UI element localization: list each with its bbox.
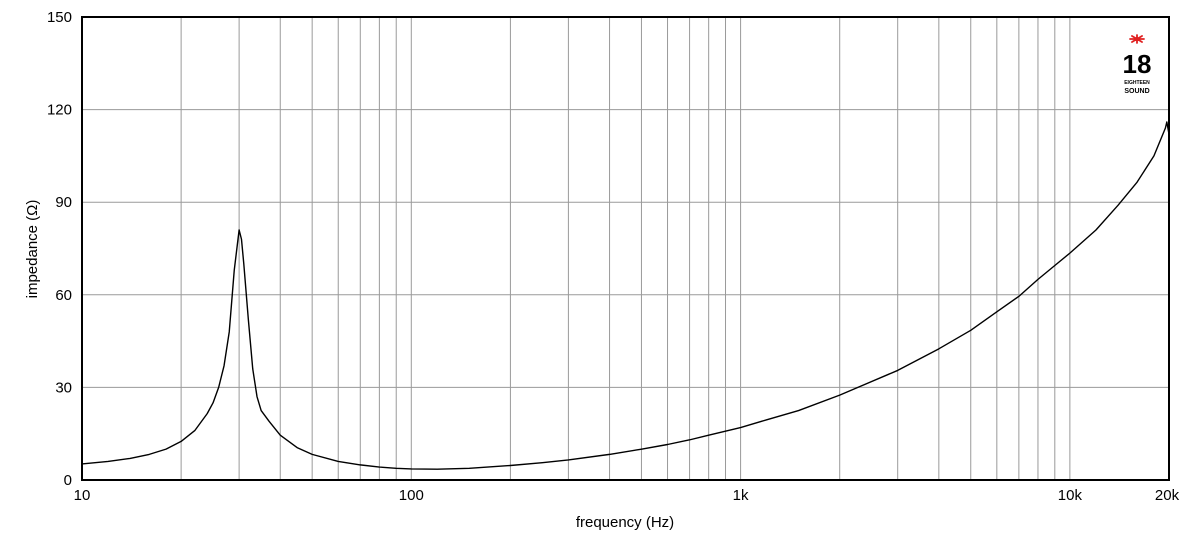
y-tick-label: 120: [47, 102, 72, 119]
y-tick-label: 30: [55, 379, 72, 396]
y-tick-label: 90: [55, 194, 72, 211]
logo-bottom-text: SOUND: [1124, 88, 1149, 95]
x-tick-label: 10: [74, 487, 91, 504]
x-axis-title: frequency (Hz): [576, 514, 674, 531]
plot-frame: [81, 16, 1170, 481]
star-icon: [1129, 34, 1145, 44]
x-tick-labels: 10 100 1k 10k 20k: [74, 487, 1180, 504]
curve-layer: [81, 121, 1170, 470]
y-tick-label: 0: [64, 472, 72, 489]
impedance-curve: [81, 121, 1170, 470]
logo-small-text: EIGHTEEN: [1124, 80, 1150, 86]
x-tick-label: 1k: [733, 487, 749, 504]
y-tick-labels: 0 30 60 90 120 150: [47, 9, 72, 489]
logo-main-text: 18: [1123, 49, 1152, 79]
y-tick-label: 60: [55, 287, 72, 304]
grid: [82, 17, 1169, 480]
y-tick-label: 150: [47, 9, 72, 26]
y-axis-title: impedance (Ω): [24, 200, 41, 299]
x-tick-label: 10k: [1058, 487, 1083, 504]
x-tick-label: 20k: [1155, 487, 1180, 504]
x-tick-label: 100: [399, 487, 424, 504]
eighteen-sound-logo: 18 EIGHTEEN SOUND: [1123, 34, 1152, 95]
